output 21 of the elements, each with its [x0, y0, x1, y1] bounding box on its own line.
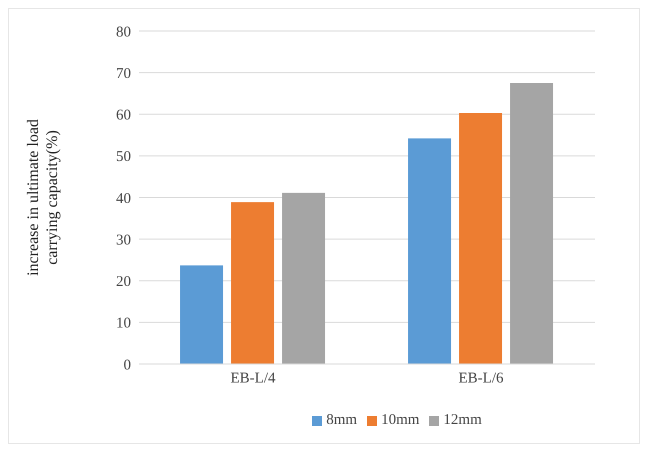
y-tick-label: 70 [116, 66, 131, 82]
bar [180, 265, 224, 364]
y-tick-label: 40 [116, 190, 131, 207]
y-tick-label: 30 [116, 232, 131, 248]
y-axis-title: increase in ultimate load carrying capacity(%) [25, 119, 61, 276]
y-tick-label: 0 [124, 357, 131, 374]
y-tick-label: 50 [116, 149, 131, 166]
legend-label: 12mm [443, 412, 482, 428]
y-tick-label: 60 [116, 108, 131, 124]
bar [282, 192, 326, 364]
bar [510, 83, 554, 364]
y-tick-label: 20 [116, 274, 131, 290]
bar [408, 138, 452, 364]
x-tick-label: EB-L/6 [458, 370, 504, 387]
x-tick-label: EB-L/4 [230, 370, 276, 387]
legend-label: 8mm [326, 412, 358, 428]
bar [459, 113, 502, 364]
y-tick-label: 10 [116, 316, 131, 332]
legend-label: 10mm [381, 412, 420, 428]
bar [231, 202, 274, 364]
y-tick-label: 80 [116, 24, 131, 40]
